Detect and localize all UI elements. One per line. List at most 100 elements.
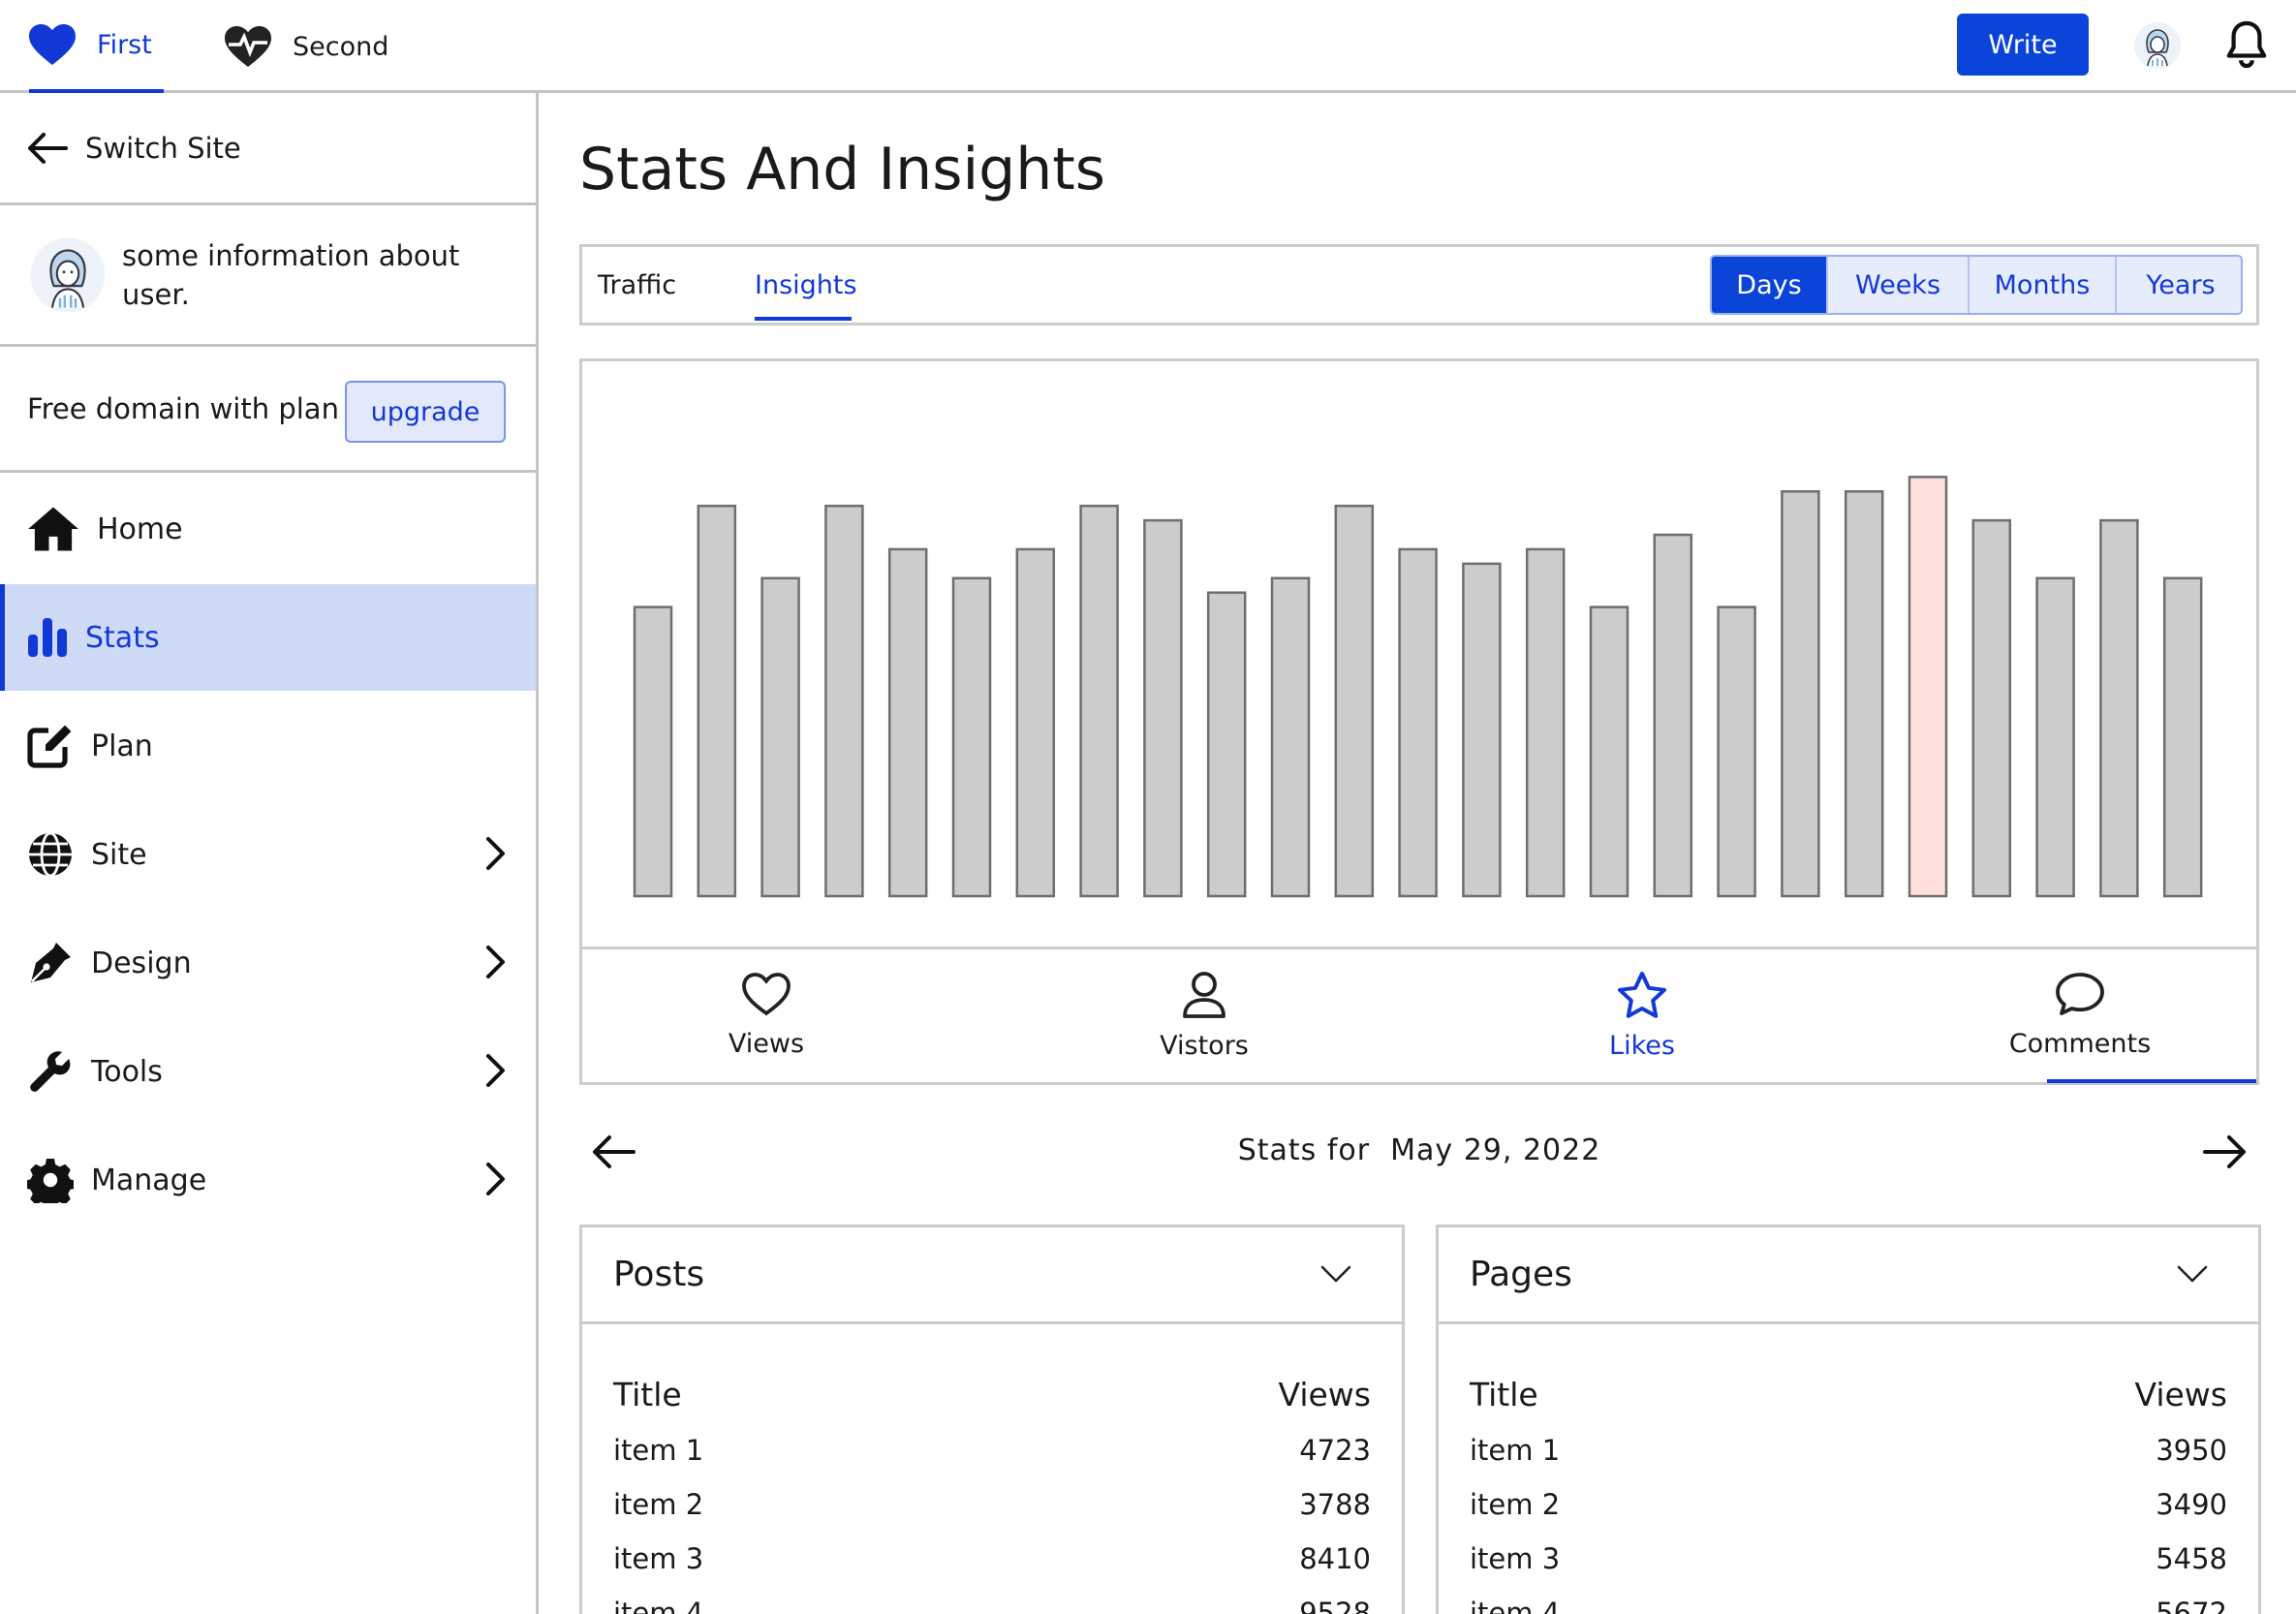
comment-icon — [2055, 971, 2105, 1017]
tab-insights[interactable]: Insights — [755, 269, 857, 300]
chart-bar[interactable] — [1270, 576, 1311, 898]
active-metric-indicator — [2047, 1079, 2256, 1083]
top-tab-second[interactable]: Second — [225, 0, 388, 93]
panel-header[interactable]: Pages — [1439, 1227, 2258, 1324]
chart-bar[interactable] — [1781, 490, 1820, 898]
row-title: item 3 — [613, 1542, 704, 1575]
metric-views[interactable]: Views — [669, 949, 863, 1085]
top-tab-first[interactable]: First — [29, 0, 164, 93]
chart-bar[interactable] — [1398, 547, 1438, 898]
bell-icon[interactable] — [2224, 19, 2269, 70]
chevron-right-icon — [485, 945, 507, 979]
metric-label: Vistors — [1160, 1031, 1249, 1061]
upgrade-button[interactable]: upgrade — [345, 381, 506, 443]
sidebar-item-tools[interactable]: Tools — [0, 1018, 536, 1125]
metric-comments[interactable]: Comments — [1983, 949, 2177, 1085]
row-title: item 2 — [1470, 1488, 1561, 1521]
metric-visitors[interactable]: Vistors — [1107, 949, 1301, 1085]
table-row[interactable]: item 3 8410 — [613, 1532, 1371, 1586]
period-months-button[interactable]: Months — [1970, 257, 2117, 313]
period-years-button[interactable]: Years — [2146, 269, 2216, 300]
row-title: item 4 — [1470, 1597, 1561, 1614]
sidebar-item-label: Home — [97, 512, 183, 546]
panel-header[interactable]: Posts — [582, 1227, 1402, 1324]
metric-likes[interactable]: Likes — [1545, 949, 1739, 1085]
row-views: 5672 — [2156, 1597, 2227, 1614]
chart-bar[interactable] — [1143, 518, 1183, 898]
sidebar-item-plan[interactable]: Plan — [0, 693, 536, 799]
star-icon — [1617, 971, 1667, 1019]
chevron-right-icon — [485, 836, 507, 871]
pages-panel: Pages Title Views item 1 3950 item 2 349… — [1436, 1225, 2261, 1614]
metric-label: Likes — [1609, 1031, 1675, 1061]
arrow-left-icon — [27, 132, 68, 165]
table-row[interactable]: item 2 3490 — [1470, 1477, 2227, 1532]
table-row[interactable]: item 1 4723 — [613, 1423, 1371, 1477]
stats-tabs-bar: Traffic Insights Days Weeks Months Years — [579, 244, 2259, 326]
chart-bar[interactable] — [1653, 533, 1693, 898]
sidebar-item-manage[interactable]: Manage — [0, 1127, 536, 1233]
tab-traffic[interactable]: Traffic — [598, 269, 677, 300]
chart-bar[interactable] — [1462, 562, 1502, 898]
chevron-down-icon[interactable] — [1320, 1264, 1351, 1284]
chart-bar[interactable] — [1844, 490, 1884, 898]
user-icon — [1181, 971, 1227, 1019]
table-row[interactable]: item 4 9528 — [613, 1586, 1371, 1614]
chart-bar[interactable] — [1525, 547, 1566, 898]
row-views: 3490 — [2156, 1488, 2227, 1521]
chart-bar[interactable] — [1589, 605, 1629, 898]
chevron-right-icon — [485, 1162, 507, 1196]
row-views: 5458 — [2156, 1542, 2227, 1575]
chevron-down-icon[interactable] — [2177, 1264, 2208, 1284]
table-header: Title Views — [1470, 1365, 2227, 1423]
pen-nib-icon — [27, 940, 74, 986]
sidebar-item-site[interactable]: Site — [0, 801, 536, 908]
table-row[interactable]: item 3 5458 — [1470, 1532, 2227, 1586]
table-row[interactable]: item 4 5672 — [1470, 1586, 2227, 1614]
chart-bar[interactable] — [1971, 518, 2012, 898]
chart-bar[interactable] — [633, 605, 673, 898]
chart-bar[interactable] — [2035, 576, 2075, 898]
chart-bar[interactable] — [697, 504, 737, 898]
home-icon — [27, 506, 79, 552]
posts-table: Title Views item 1 4723 item 2 3788 item… — [613, 1365, 1371, 1614]
arrow-right-icon[interactable] — [2203, 1133, 2248, 1170]
chart-bar[interactable] — [887, 547, 928, 898]
table-row[interactable]: item 2 3788 — [613, 1477, 1371, 1532]
write-button[interactable]: Write — [1957, 14, 2089, 76]
row-title: item 2 — [613, 1488, 704, 1521]
wrench-icon — [27, 1048, 74, 1095]
column-header-views: Views — [2134, 1375, 2227, 1413]
chart-bar[interactable] — [1717, 605, 1756, 898]
chart-bar[interactable] — [1206, 591, 1247, 898]
sidebar-item-stats[interactable]: Stats — [0, 584, 536, 691]
period-days-button[interactable]: Days — [1712, 257, 1828, 313]
chart-bar[interactable] — [2099, 518, 2139, 898]
chart-bar[interactable] — [2162, 576, 2203, 898]
chart-bar[interactable] — [824, 504, 864, 898]
chart-bar[interactable] — [951, 576, 992, 898]
chart-bar-highlighted[interactable] — [1908, 476, 1948, 898]
period-weeks-button[interactable]: Weeks — [1828, 257, 1970, 313]
metrics-row: Views Vistors Likes Comments — [582, 947, 2256, 1085]
table-row[interactable]: item 1 3950 — [1470, 1423, 2227, 1477]
chart-bar[interactable] — [760, 576, 800, 898]
bar-chart-icon — [27, 617, 68, 658]
chart-bar[interactable] — [1334, 504, 1375, 898]
chart-bar[interactable] — [1079, 504, 1119, 898]
sidebar-item-label: Site — [91, 837, 147, 872]
sidebar-item-label: Stats — [85, 620, 160, 655]
sidebar-item-design[interactable]: Design — [0, 910, 536, 1016]
chart-bar[interactable] — [1015, 547, 1056, 898]
row-views: 8410 — [1299, 1542, 1371, 1575]
sidebar-item-home[interactable]: Home — [0, 476, 536, 582]
arrow-left-icon[interactable] — [591, 1133, 636, 1170]
user-info-block: some information about user. — [0, 205, 536, 347]
heart-pulse-icon — [225, 25, 271, 68]
switch-site-link[interactable]: Switch Site — [0, 93, 536, 205]
domain-block: Free domain with plan upgrade — [0, 347, 536, 473]
period-toggle-group: Days Weeks Months Years — [1710, 255, 2243, 315]
panel-title: Posts — [613, 1255, 705, 1294]
row-title: item 4 — [613, 1597, 704, 1614]
avatar[interactable] — [2133, 21, 2182, 70]
